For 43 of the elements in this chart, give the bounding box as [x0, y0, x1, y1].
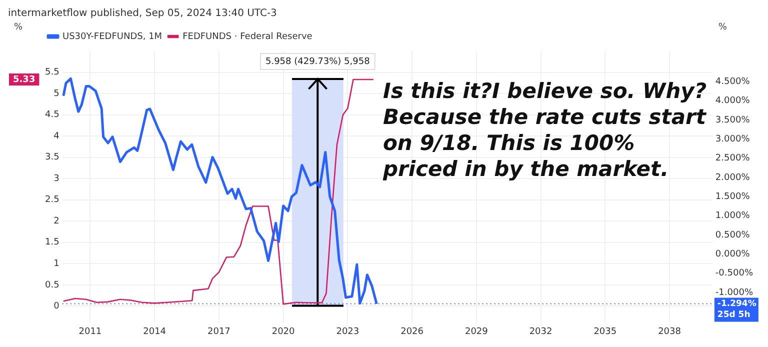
y2-tick-label: 2.000% [715, 172, 750, 183]
x-tick-label: 2011 [78, 326, 102, 337]
x-tick-label: 2032 [529, 326, 552, 337]
x-tick-label: 2020 [272, 326, 296, 337]
y-tick-label: 3 [54, 174, 60, 184]
x-tick-label: 2035 [594, 326, 617, 337]
y-tick-label: 1.5 [44, 238, 60, 248]
band-label: 5.958 (429.73%) 5,958 [265, 56, 370, 67]
x-tick-label: 2029 [464, 326, 488, 337]
y2-axis-title: % [718, 22, 728, 32]
x-tick-label: 2038 [658, 326, 682, 337]
y2-tick-label: 0.000% [715, 250, 750, 260]
y-axis-title: % [14, 22, 23, 32]
x-tick-label: 2014 [143, 326, 166, 337]
y2-tick-label: 3.500% [715, 115, 750, 126]
annotation: Is this it?I believe so. Why? Because the rate cuts start on 9/18. This is 100% priced in by the market. [383, 78, 708, 182]
y2-tick-label: 3.000% [715, 134, 750, 145]
text: 5.33 [13, 74, 36, 85]
y-tick-label: 2 [54, 216, 60, 226]
legend-label: US30Y-FEDFUNDS, 1M [62, 32, 162, 42]
y-tick-label: 0 [54, 302, 60, 312]
ref-line-label: -1.294% 25d 5h [717, 299, 757, 320]
y-tick-label: 0.5 [44, 280, 60, 290]
y-tick-label: 4.5 [44, 110, 60, 120]
y-tick-label: 1 [54, 259, 60, 269]
legend-label: FEDFUNDS · Federal Reserve [182, 32, 313, 42]
x-tick-label: 2026 [400, 326, 424, 337]
y-tick-label: 2.5 [44, 195, 60, 206]
y2-tick-label: 1.000% [715, 211, 750, 222]
y-tick-label: 4 [54, 131, 60, 142]
text: intermarketflow published, Sep 05, 2024 13:40 UTC-3 [8, 8, 278, 21]
y2-tick-label: -0.500% [715, 268, 754, 279]
x-tick-label: 2017 [207, 326, 230, 337]
y-tick-label: 5.5 [44, 68, 60, 78]
y2-tick-label: 1.500% [715, 192, 750, 202]
y2-tick-label: 2.500% [715, 154, 750, 164]
y-tick-label: 5 [54, 88, 60, 99]
y2-tick-label: -1.000% [715, 288, 754, 298]
x-tick-label: 2023 [336, 326, 360, 337]
y2-tick-label: 4.000% [715, 96, 750, 106]
y-tick-label: 3.5 [44, 152, 60, 163]
y2-tick-label: 0.500% [715, 230, 750, 240]
y2-tick-label: 4.500% [715, 77, 750, 88]
